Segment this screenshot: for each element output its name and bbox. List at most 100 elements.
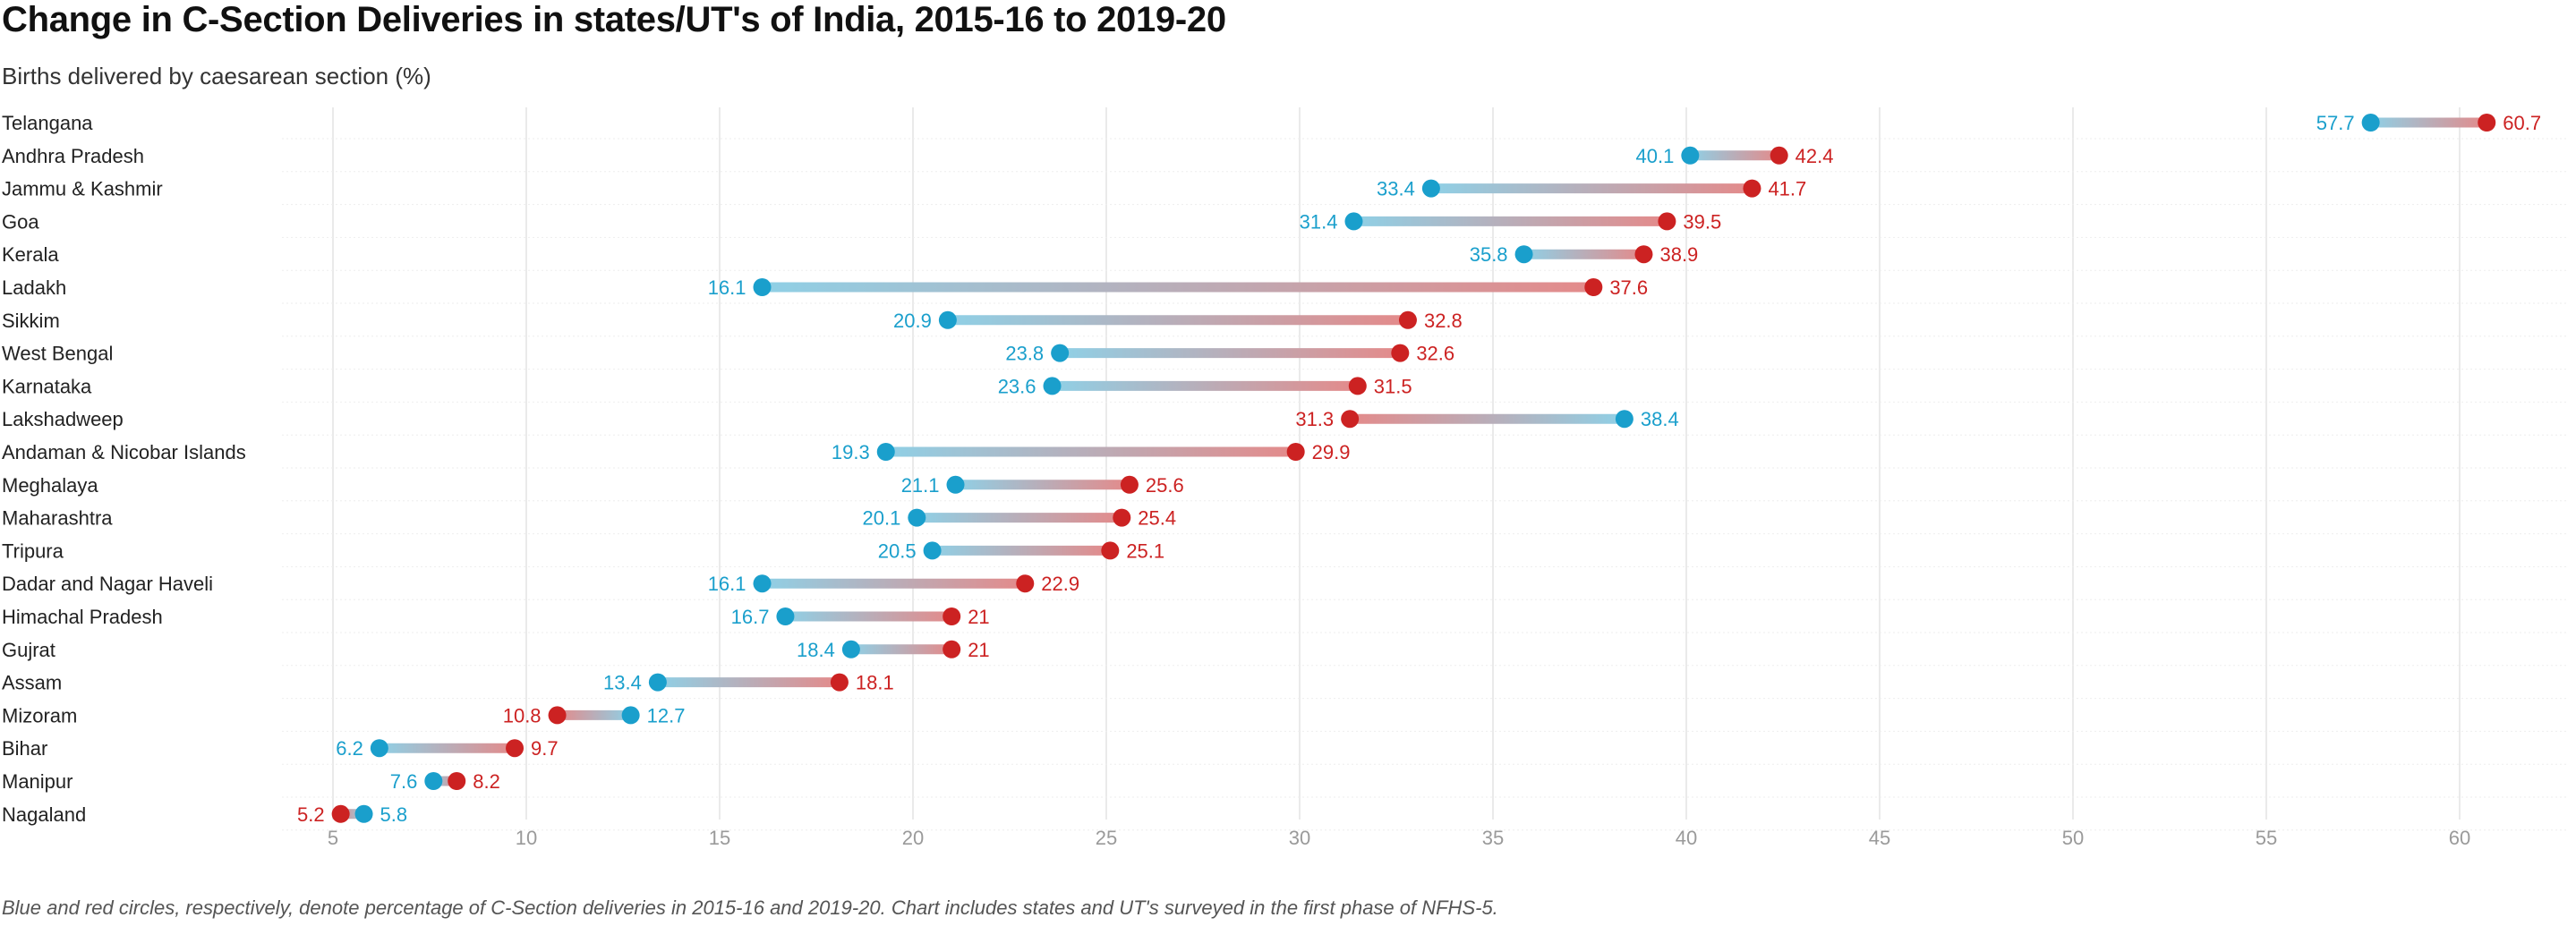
point-2019-20 [331,804,350,823]
row-label: Andaman & Nicobar Islands [2,441,246,463]
row-layer: Telangana 57.7 60.7 Andhra Pradesh 40.1 42.4 J… [2,112,2541,826]
point-2015-16 [876,443,895,461]
value-label-2015-16: 57.7 [2316,112,2355,134]
value-label-2019-20: 25.4 [1138,507,1176,530]
point-2015-16 [938,310,957,329]
x-axis: 5 10 15 20 25 30 35 40 45 50 55 60 [328,827,2470,849]
point-2015-16 [1681,146,1700,165]
value-label-2019-20: 32.8 [1424,310,1463,332]
row-label: Dadar and Nagar Haveli [2,573,213,595]
point-2019-20 [1770,146,1788,165]
row-label: Mizoram [2,704,77,726]
value-label-2019-20: 5.2 [297,803,325,826]
value-label-2019-20: 25.6 [1146,474,1184,497]
x-tick-label: 30 [1289,827,1310,849]
row-label: Telangana [2,112,93,134]
row-label: Maharashtra [2,507,113,530]
value-label-2019-20: 21 [968,639,989,661]
point-2015-16 [648,673,667,692]
x-tick-label: 5 [328,827,338,849]
row-label: Gujrat [2,639,55,661]
chart-footnote: Blue and red circles, respectively, deno… [2,896,1498,919]
point-2019-20 [548,706,567,725]
point-2015-16 [2361,114,2380,132]
value-label-2019-20: 25.1 [1126,539,1164,562]
value-label-2019-20: 39.5 [1683,210,1721,233]
value-label-2019-20: 37.6 [1609,276,1648,299]
dumbbell-chart: Telangana 57.7 60.7 Andhra Pradesh 40.1 42.4 J… [2,107,2569,849]
value-label-2015-16: 20.9 [893,310,932,332]
point-2015-16 [753,574,772,593]
row-label: West Bengal [2,343,113,365]
value-label-2019-20: 38.9 [1659,243,1698,266]
x-tick-label: 55 [2256,827,2277,849]
value-label-2015-16: 16.1 [708,573,746,595]
point-2015-16 [354,804,373,823]
point-2019-20 [1120,475,1139,494]
row-label: Meghalaya [2,474,98,497]
row-label: Assam [2,672,62,694]
value-label-2019-20: 9.7 [531,737,559,760]
point-2015-16 [621,706,640,725]
value-label-2019-20: 32.6 [1416,343,1454,365]
value-label-2015-16: 18.4 [797,639,835,661]
row-label: Andhra Pradesh [2,145,144,167]
x-tick-label: 40 [1676,827,1697,849]
row-label: Tripura [2,539,64,562]
row-label: Himachal Pradesh [2,606,163,628]
row-label: Goa [2,210,39,233]
point-2019-20 [1341,410,1360,429]
point-2015-16 [370,739,388,758]
value-label-2015-16: 23.8 [1005,343,1044,365]
value-label-2015-16: 31.4 [1300,210,1338,233]
point-2015-16 [1043,377,1062,395]
point-2019-20 [2478,114,2496,132]
value-label-2019-20: 18.1 [856,672,894,694]
point-2015-16 [1421,179,1440,198]
point-2015-16 [753,278,772,296]
row-label: Jammu & Kashmir [2,178,163,200]
chart-area: Telangana 57.7 60.7 Andhra Pradesh 40.1 42.4 J… [0,98,2576,890]
point-2015-16 [946,475,965,494]
value-label-2015-16: 12.7 [647,704,686,726]
point-2019-20 [943,607,961,625]
point-2019-20 [1016,574,1035,593]
point-2015-16 [1615,410,1633,429]
row-label: Manipur [2,770,73,793]
value-label-2015-16: 16.1 [708,276,746,299]
point-2019-20 [448,772,466,790]
point-2019-20 [1101,541,1120,560]
value-label-2015-16: 38.4 [1641,408,1679,430]
value-label-2015-16: 40.1 [1635,145,1674,167]
x-tick-label: 50 [2062,827,2084,849]
value-label-2019-20: 31.3 [1295,408,1334,430]
x-tick-label: 25 [1096,827,1117,849]
value-label-2015-16: 6.2 [336,737,363,760]
point-2015-16 [923,541,942,560]
point-2019-20 [1391,344,1410,362]
x-tick-label: 20 [902,827,924,849]
value-label-2019-20: 60.7 [2503,112,2541,134]
x-tick-label: 15 [709,827,730,849]
point-2019-20 [506,739,525,758]
point-2019-20 [1743,179,1761,198]
value-label-2019-20: 41.7 [1768,178,1806,200]
value-label-2015-16: 19.3 [832,441,870,463]
value-label-2015-16: 35.8 [1470,243,1508,266]
point-2015-16 [841,640,860,658]
row-label: Kerala [2,243,59,266]
point-2019-20 [1658,212,1676,231]
row-label: Nagaland [2,803,86,826]
point-2015-16 [908,508,926,527]
row-label: Sikkim [2,310,60,332]
chart-title: Change in C-Section Deliveries in states… [2,0,1226,39]
row-label: Karnataka [2,375,92,397]
point-2019-20 [1398,310,1417,329]
point-2015-16 [1344,212,1363,231]
value-label-2015-16: 21.1 [901,474,940,497]
value-label-2015-16: 20.5 [878,539,917,562]
x-tick-label: 10 [516,827,537,849]
point-2015-16 [424,772,443,790]
row-label: Bihar [2,737,47,760]
point-2015-16 [1051,344,1070,362]
